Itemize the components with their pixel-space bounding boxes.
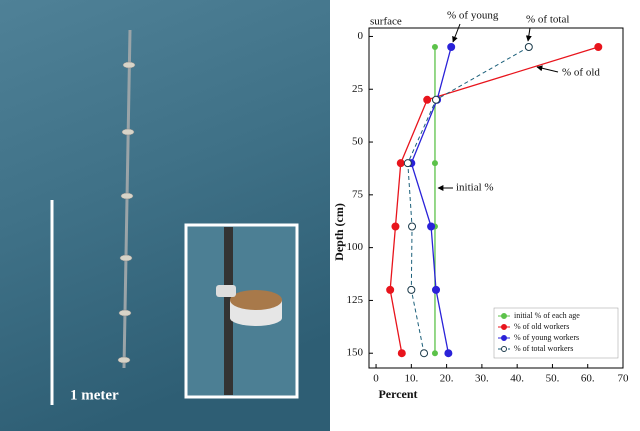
- data-point: [397, 349, 406, 358]
- data-point: [420, 349, 429, 358]
- legend-marker: [501, 313, 507, 319]
- x-tick-label: 70: [618, 373, 630, 385]
- series-line: [389, 46, 599, 354]
- y-axis-label: Depth (cm): [332, 203, 346, 261]
- annotation-arrow: [536, 65, 559, 73]
- legend-label: % of old workers: [514, 322, 569, 331]
- legend-box: [493, 307, 619, 359]
- annotation: % of young: [447, 10, 499, 22]
- legend-label: % of total workers: [514, 344, 573, 353]
- y-tick-label: 125: [347, 294, 364, 306]
- x-tick-label: 50.: [546, 373, 560, 385]
- series-line: [410, 46, 452, 354]
- legend-label: initial % of each age: [514, 311, 580, 320]
- x-tick-label: 40.: [510, 373, 524, 385]
- data-point: [431, 160, 438, 167]
- data-point: [391, 222, 400, 231]
- data-point: [423, 95, 432, 104]
- x-axis-label: Percent: [378, 387, 417, 401]
- annotation: initial %: [456, 182, 494, 194]
- data-point: [431, 350, 438, 357]
- annotation-arrow: [525, 27, 532, 42]
- y-tick-label: 100: [347, 241, 364, 253]
- x-tick-label: 0: [373, 373, 379, 385]
- x-tick-label: 30.: [475, 373, 489, 385]
- data-point: [427, 222, 436, 231]
- legend-marker: [501, 346, 507, 352]
- data-point: [407, 285, 416, 294]
- photo: 1 meter: [0, 0, 330, 431]
- annotation: % of old: [562, 67, 600, 79]
- data-point: [447, 43, 456, 52]
- plot-frame: [368, 27, 624, 369]
- y-tick-label: 150: [347, 347, 364, 359]
- data-point: [408, 222, 417, 231]
- annotation: surface: [370, 16, 402, 28]
- x-tick-label: 10.: [404, 373, 418, 385]
- data-point: [594, 43, 603, 52]
- data-point: [524, 43, 533, 52]
- data-point: [431, 44, 438, 51]
- y-tick-label: 50: [352, 136, 364, 148]
- y-tick-label: 25: [352, 83, 364, 95]
- legend-marker: [501, 324, 507, 330]
- x-tick-label: 20.: [440, 373, 454, 385]
- data-point: [432, 95, 441, 104]
- data-point: [444, 349, 453, 358]
- y-tick-label: 0: [358, 30, 364, 42]
- data-point: [403, 159, 412, 168]
- y-tick-label: 75: [352, 188, 364, 200]
- scale-label: 1 meter: [70, 387, 119, 403]
- annotation: % of total: [526, 14, 569, 26]
- legend-marker: [501, 335, 507, 341]
- data-point: [396, 159, 405, 168]
- annotation-arrow: [452, 23, 461, 43]
- data-point: [386, 285, 395, 294]
- legend-label: % of young workers: [514, 333, 579, 342]
- x-tick-label: 60.: [581, 373, 595, 385]
- data-point: [432, 285, 441, 294]
